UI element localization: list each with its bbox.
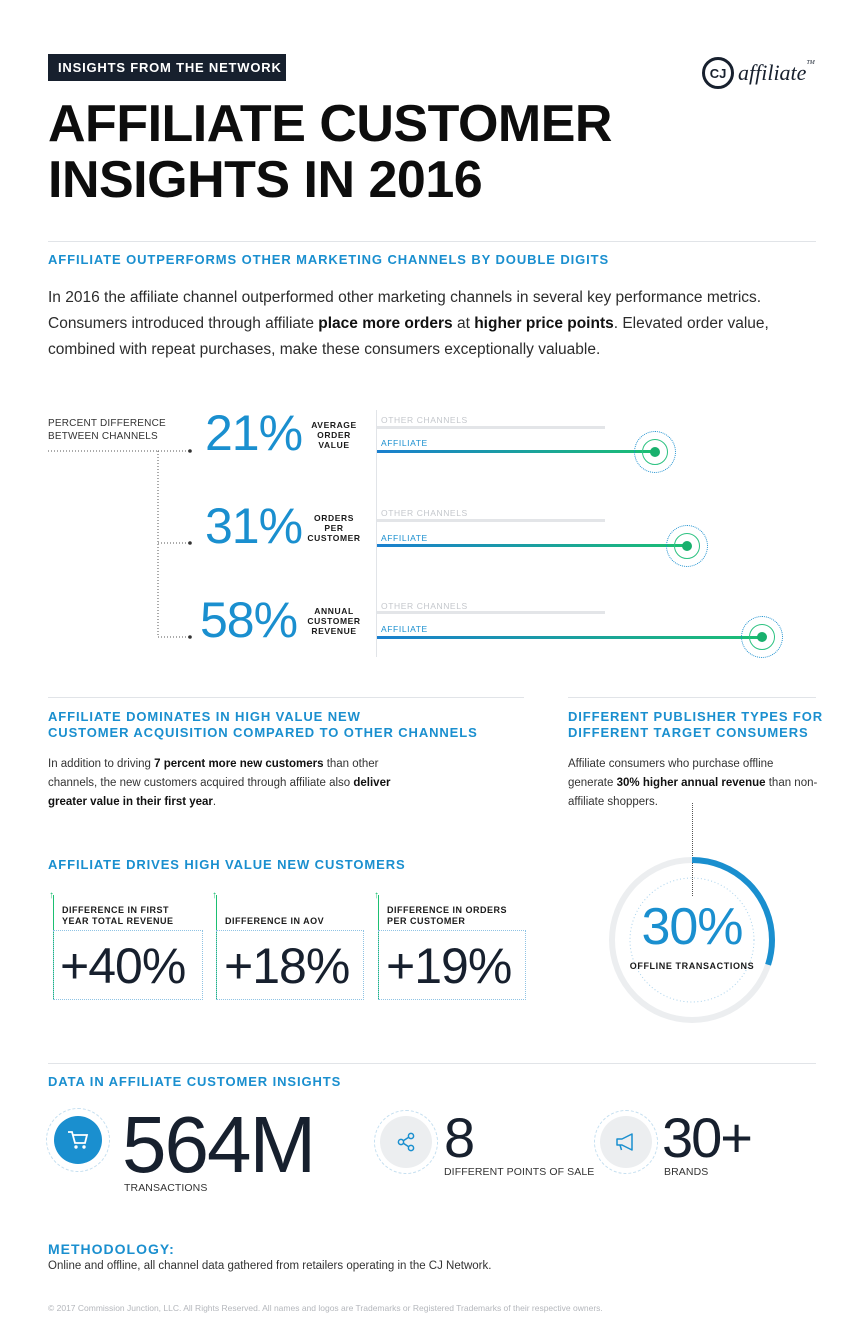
bar-end-dot: [650, 447, 660, 457]
card-orders: [378, 930, 526, 1000]
other-channels-bar: [377, 519, 605, 522]
intro-paragraph: In 2016 the affiliate channel outperform…: [48, 289, 769, 358]
card-revenue: [53, 930, 203, 1000]
methodology-heading: METHODOLOGY:: [48, 1241, 175, 1257]
cj-affiliate-logo: CJ affiliateTM: [702, 56, 815, 90]
insights-tag: INSIGHTS FROM THE NETWORK: [48, 54, 286, 81]
chart-axis: [376, 410, 377, 657]
card-heading-revenue: DIFFERENCE IN FIRST YEAR TOTAL REVENUE: [62, 905, 174, 926]
section-heading-outperforms: AFFILIATE OUTPERFORMS OTHER MARKETING CH…: [48, 252, 610, 267]
section-heading-data: DATA IN AFFILIATE CUSTOMER INSIGHTS: [48, 1074, 342, 1089]
metric-pct: 58%: [200, 592, 298, 648]
copyright-footer: © 2017 Commission Junction, LLC. All Rig…: [48, 1303, 603, 1313]
affiliate-label: AFFILIATE: [381, 533, 428, 543]
section-heading-dominates: AFFILIATE DOMINATES IN HIGH VALUE NEW CUS…: [48, 709, 478, 740]
stat-pos-caption: DIFFERENT POINTS OF SALE: [444, 1166, 595, 1178]
card-heading-aov: DIFFERENCE IN AOV: [225, 916, 325, 926]
bar-end-ring: [749, 624, 775, 650]
affiliate-label: AFFILIATE: [381, 624, 428, 634]
divider: [48, 1063, 816, 1064]
megaphone-icon-ring: [594, 1110, 658, 1174]
bar-end-ring: [674, 533, 700, 559]
metric-label-orders: ORDERS PER CUSTOMER: [307, 513, 361, 543]
stat-pos-value: 8: [444, 1106, 475, 1169]
share-icon-ring: [374, 1110, 438, 1174]
divider: [568, 697, 816, 698]
affiliate-bar: [377, 636, 763, 639]
metric-row-aov: 21%: [205, 405, 303, 461]
up-arrow-icon: ↑: [49, 890, 54, 901]
section-heading-drives: AFFILIATE DRIVES HIGH VALUE NEW CUSTOMER…: [48, 857, 406, 872]
other-channels-label: OTHER CHANNELS: [381, 601, 468, 611]
offline-donut-chart: [609, 857, 775, 1023]
card-value-orders: +19%: [386, 938, 512, 994]
donut-value: 30%: [641, 898, 743, 956]
stat-transactions-value: 564M: [122, 1100, 316, 1189]
donut-value-arc: [609, 857, 775, 1023]
metric-row-orders: 31%: [205, 498, 303, 554]
metric-pct: 31%: [205, 498, 303, 554]
percent-difference-label: PERCENT DIFFERENCE BETWEEN CHANNELS: [48, 418, 166, 442]
card-heading-orders: DIFFERENCE IN ORDERS PER CUSTOMER: [387, 905, 508, 926]
other-channels-bar: [377, 426, 605, 429]
up-arrow-icon: ↑: [374, 890, 379, 901]
affiliate-label: AFFILIATE: [381, 438, 428, 448]
card-value-revenue: +40%: [60, 938, 186, 994]
bar-end-ring: [741, 616, 783, 658]
affiliate-bar: [377, 450, 655, 453]
share-icon: [380, 1116, 432, 1168]
metric-label-aov: AVERAGE ORDER VALUE: [311, 420, 357, 450]
dominates-paragraph: In addition to driving 7 percent more ne…: [48, 758, 391, 808]
stat-brands-value: 30+: [662, 1106, 753, 1169]
megaphone-icon: [600, 1116, 652, 1168]
bar-end-ring: [634, 431, 676, 473]
card-aov: [216, 930, 364, 1000]
bar-end-ring: [642, 439, 668, 465]
stat-transactions-caption: TRANSACTIONS: [124, 1182, 208, 1194]
cj-logo-mark: CJ: [702, 57, 734, 89]
cart-icon-ring: [46, 1108, 110, 1172]
bar-end-ring: [666, 525, 708, 567]
donut-inner-ring: [629, 877, 755, 1003]
publisher-paragraph: Affiliate consumers who purchase offline…: [568, 758, 818, 808]
shopping-cart-icon: [54, 1116, 102, 1164]
bracket-connector: [48, 449, 192, 639]
metric-pct: 21%: [205, 405, 303, 461]
donut-connector: [692, 803, 693, 896]
other-channels-label: OTHER CHANNELS: [381, 415, 468, 425]
divider: [48, 241, 816, 242]
metric-label-revenue: ANNUAL CUSTOMER REVENUE: [307, 606, 361, 636]
affiliate-bar: [377, 544, 687, 547]
up-arrow-icon: ↑: [212, 890, 217, 901]
logo-wordmark: affiliateTM: [738, 60, 815, 85]
bar-end-dot: [682, 541, 692, 551]
section-heading-publisher: DIFFERENT PUBLISHER TYPES FOR DIFFERENT T…: [568, 709, 824, 740]
donut-label: OFFLINE TRANSACTIONS: [629, 961, 755, 971]
divider: [48, 697, 524, 698]
other-channels-label: OTHER CHANNELS: [381, 508, 468, 518]
page-title: AFFILIATE CUSTOMER INSIGHTS IN 2016: [48, 95, 612, 209]
stat-brands-caption: BRANDS: [664, 1166, 709, 1178]
methodology-body: Online and offline, all channel data gat…: [48, 1260, 492, 1272]
bar-end-dot: [757, 632, 767, 642]
other-channels-bar: [377, 611, 605, 614]
card-value-aov: +18%: [224, 938, 350, 994]
metric-row-revenue: 58%: [200, 592, 298, 648]
